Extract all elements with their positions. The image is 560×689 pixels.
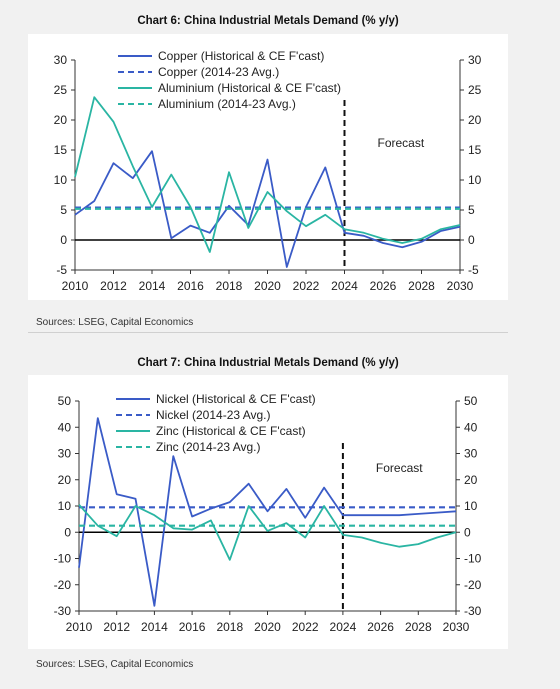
x-tick-label: 2012 — [103, 620, 130, 634]
y-tick-label-right: 10 — [468, 173, 482, 187]
y-tick-label-left: 20 — [54, 113, 68, 127]
y-tick-label-left: 40 — [58, 420, 72, 434]
y-tick-label-right: -20 — [464, 578, 482, 592]
y-tick-label-right: 40 — [464, 420, 478, 434]
x-tick-label: 2030 — [443, 620, 470, 634]
y-tick-label-left: 20 — [58, 473, 72, 487]
y-tick-label-right: -10 — [464, 552, 482, 566]
series-line-2 — [74, 96, 461, 253]
legend-label-1: Nickel (2014-23 Avg.) — [156, 408, 271, 422]
y-tick-label-right: 50 — [464, 394, 478, 408]
y-tick-label-right: 20 — [468, 113, 482, 127]
y-tick-label-left: -5 — [56, 263, 67, 277]
forecast-annotation: Forecast — [376, 461, 423, 475]
x-tick-label: 2020 — [254, 279, 281, 293]
y-tick-label-left: 0 — [60, 233, 67, 247]
y-tick-label-left: 30 — [54, 53, 68, 67]
x-tick-label: 2010 — [66, 620, 93, 634]
y-tick-label-right: 30 — [468, 53, 482, 67]
x-tick-label: 2022 — [293, 279, 320, 293]
y-tick-label-right: -5 — [468, 263, 479, 277]
legend-label-2: Aluminium (Historical & CE F'cast) — [158, 81, 341, 95]
y-tick-label-right: 10 — [464, 499, 478, 513]
y-tick-label-right: -30 — [464, 604, 482, 618]
x-tick-label: 2014 — [141, 620, 168, 634]
y-tick-label-left: -20 — [54, 578, 72, 592]
chart-title: Chart 6: China Industrial Metals Demand … — [137, 15, 399, 27]
x-tick-label: 2014 — [139, 279, 166, 293]
legend-label-0: Copper (Historical & CE F'cast) — [158, 49, 324, 63]
legend-label-1: Copper (2014-23 Avg.) — [158, 65, 279, 79]
chart-plot-area: -30 -30 -20 -20 -10 -10 0 0 10 10 20 20 30 30 40 40 50 50… — [28, 375, 508, 649]
y-tick-label-left: 0 — [64, 525, 71, 539]
divider — [28, 332, 508, 333]
chart-plot-area: -5 -5 0 0 5 5 10 10 15 15 20 20 25 25 30 30 2010 2012 2014… — [28, 34, 508, 300]
legend-label-2: Zinc (Historical & CE F'cast) — [156, 424, 306, 438]
x-tick-label: 2028 — [405, 620, 432, 634]
x-tick-label: 2028 — [408, 279, 435, 293]
series-line-0 — [78, 417, 457, 607]
y-tick-label-right: 0 — [464, 525, 471, 539]
y-tick-label-left: 10 — [54, 173, 68, 187]
y-tick-label-left: 50 — [58, 394, 72, 408]
legend-label-3: Zinc (2014-23 Avg.) — [156, 440, 261, 454]
x-tick-label: 2016 — [177, 279, 204, 293]
legend-label-0: Nickel (Historical & CE F'cast) — [156, 392, 316, 406]
x-tick-label: 2018 — [216, 279, 243, 293]
y-tick-label-left: 30 — [58, 447, 72, 461]
y-tick-label-right: 0 — [468, 233, 475, 247]
y-tick-label-right: 25 — [468, 83, 482, 97]
chart-source: Sources: LSEG, Capital Economics — [36, 317, 194, 328]
x-tick-label: 2020 — [254, 620, 281, 634]
x-tick-label: 2018 — [216, 620, 243, 634]
x-tick-label: 2016 — [179, 620, 206, 634]
chart-title: Chart 7: China Industrial Metals Demand … — [137, 357, 399, 369]
legend-label-3: Aluminium (2014-23 Avg.) — [158, 97, 296, 111]
chart-panel-6: Chart 6: China Industrial Metals Demand … — [28, 0, 508, 335]
x-tick-label: 2024 — [330, 620, 357, 634]
x-tick-label: 2010 — [62, 279, 89, 293]
series-line-2 — [78, 504, 457, 561]
y-tick-label-left: 15 — [54, 143, 68, 157]
y-tick-label-left: 10 — [58, 499, 72, 513]
x-tick-label: 2022 — [292, 620, 319, 634]
x-tick-label: 2026 — [367, 620, 394, 634]
x-tick-label: 2030 — [447, 279, 474, 293]
x-tick-label: 2024 — [331, 279, 358, 293]
x-tick-label: 2012 — [100, 279, 127, 293]
x-tick-label: 2026 — [370, 279, 397, 293]
series-line-0 — [74, 150, 461, 268]
y-tick-label-right: 30 — [464, 447, 478, 461]
forecast-annotation: Forecast — [378, 136, 425, 150]
y-tick-label-left: 25 — [54, 83, 68, 97]
chart-source: Sources: LSEG, Capital Economics — [36, 659, 194, 670]
y-tick-label-right: 5 — [468, 203, 475, 217]
y-tick-label-left: -30 — [54, 604, 72, 618]
y-tick-label-right: 20 — [464, 473, 478, 487]
chart-panel-7: Chart 7: China Industrial Metals Demand … — [28, 345, 508, 689]
y-tick-label-left: 5 — [60, 203, 67, 217]
y-tick-label-left: -10 — [54, 552, 72, 566]
y-tick-label-right: 15 — [468, 143, 482, 157]
